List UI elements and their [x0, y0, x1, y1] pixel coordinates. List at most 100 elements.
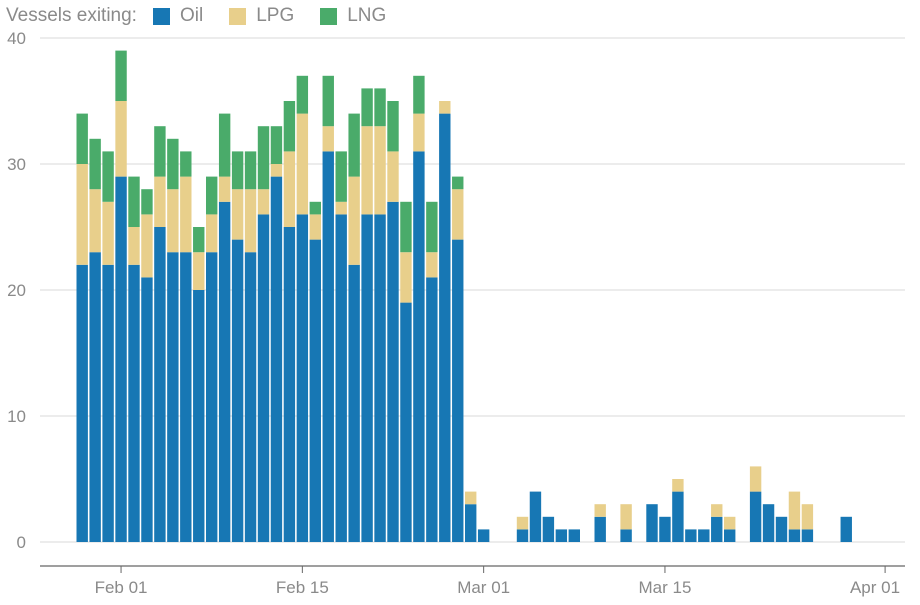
- bar-segment-lng: [102, 151, 114, 202]
- bar-segment-oil: [335, 214, 347, 542]
- y-tick-label: 10: [7, 407, 26, 426]
- bar-segment-lng: [154, 126, 166, 177]
- bar-segment-lpg: [283, 151, 296, 227]
- bar-segment-lng: [218, 113, 231, 177]
- bar-segment-lpg: [335, 201, 347, 215]
- legend-swatch-lng: [320, 7, 338, 25]
- bar-segment-lng: [413, 75, 425, 114]
- x-axis: Feb 01 Feb 15 Mar 01 Mar 15 Apr 01: [40, 565, 905, 597]
- bar-segment-oil: [141, 277, 153, 542]
- legend-label-lpg: LPG: [256, 5, 295, 26]
- bar-segment-oil: [361, 214, 373, 542]
- bar-segment-lpg: [374, 126, 386, 215]
- x-tick-label: Mar 15: [638, 578, 691, 597]
- bar-segment-oil: [698, 529, 710, 542]
- bar-segment-oil: [452, 239, 464, 542]
- bar-segment-lng: [335, 151, 347, 202]
- bar-segment-oil: [322, 151, 334, 542]
- bar-segment-lpg: [231, 189, 244, 240]
- bar-segment-oil: [115, 176, 127, 542]
- legend-swatch-oil: [152, 7, 170, 25]
- bar-segment-oil: [257, 214, 270, 542]
- bar-segment-lpg: [361, 126, 373, 215]
- legend-item-lpg: LPG: [229, 5, 294, 27]
- bar-segment-lpg: [801, 504, 814, 530]
- bar-segment-lng: [76, 113, 88, 164]
- bar-segment-oil: [788, 529, 801, 542]
- bar-segment-lng: [452, 176, 464, 190]
- bar-segment-lpg: [154, 176, 166, 227]
- bar-segment-oil: [244, 252, 257, 542]
- y-axis-ticks: 0 10 20 30 40: [7, 29, 26, 552]
- legend-label-lng: LNG: [347, 5, 387, 26]
- bar-segment-lpg: [413, 113, 425, 152]
- bar-segment-oil: [477, 529, 490, 542]
- y-tick-label: 40: [7, 29, 26, 48]
- bar-segment-oil: [439, 113, 451, 542]
- bar-segment-oil: [724, 529, 736, 542]
- bar-segment-oil: [516, 529, 529, 542]
- bar-segment-oil: [672, 491, 684, 542]
- x-tick-label: Apr 01: [850, 578, 900, 597]
- legend-title: Vessels exiting:: [6, 5, 137, 26]
- bar-segment-oil: [154, 227, 166, 542]
- bar-segment-lng: [400, 201, 412, 253]
- bar-segment-oil: [167, 252, 179, 542]
- bar-segment-lpg: [257, 189, 270, 215]
- bar-segment-oil: [400, 302, 412, 542]
- bar-segment-lng: [206, 176, 218, 215]
- bar-segment-lpg: [426, 252, 438, 278]
- bar-segment-oil: [762, 504, 775, 542]
- bar-segment-lpg: [788, 491, 801, 530]
- bar-segment-lpg: [244, 189, 257, 253]
- bar-segment-lpg: [711, 504, 723, 517]
- bar-segment-oil: [659, 516, 671, 542]
- bar-segment-lng: [270, 126, 283, 164]
- bar-segment-oil: [283, 227, 296, 542]
- bar-segment-lng: [167, 138, 179, 190]
- bar-segment-oil: [620, 529, 632, 542]
- bar-segment-lpg: [348, 176, 360, 265]
- legend-label-oil: Oil: [179, 5, 204, 26]
- bar-segment-oil: [193, 290, 205, 542]
- bar-segment-oil: [374, 214, 386, 542]
- bar-segment-oil: [840, 516, 852, 542]
- bar-segment-lpg: [270, 164, 283, 177]
- bar-segment-lpg: [76, 164, 88, 265]
- legend-item-lng: LNG: [320, 5, 386, 27]
- bar-segment-lng: [374, 88, 386, 127]
- legend: Vessels exiting: Oil LPG LNG: [6, 4, 412, 28]
- bar-segment-lpg: [296, 113, 309, 215]
- bar-segment-lng: [231, 151, 244, 190]
- bar-segment-oil: [89, 252, 101, 542]
- bar-segment-lpg: [594, 504, 606, 517]
- bar-segment-oil: [711, 516, 723, 542]
- bar-segment-oil: [801, 529, 814, 542]
- bar-segment-oil: [465, 504, 477, 542]
- bars: [76, 50, 852, 543]
- bar-segment-oil: [348, 264, 360, 542]
- bar-segment-lpg: [724, 516, 736, 530]
- bar-segment-lpg: [749, 466, 762, 492]
- y-tick-label: 30: [7, 155, 26, 174]
- bar-segment-lng: [322, 75, 334, 127]
- bar-segment-lng: [426, 201, 438, 253]
- bar-segment-lpg: [102, 201, 114, 265]
- bar-segment-lpg: [218, 176, 231, 202]
- bar-segment-lng: [128, 176, 140, 227]
- bar-segment-lpg: [465, 491, 477, 505]
- bar-segment-oil: [218, 201, 231, 543]
- bar-segment-lpg: [193, 252, 205, 290]
- bar-segment-lng: [361, 88, 373, 127]
- bar-segment-lng: [89, 138, 101, 190]
- bar-segment-oil: [594, 516, 606, 542]
- bar-segment-lpg: [115, 101, 127, 177]
- x-tick-label: Mar 01: [457, 578, 510, 597]
- bar-segment-oil: [646, 504, 658, 542]
- bar-segment-oil: [568, 529, 580, 542]
- bar-segment-lpg: [141, 214, 153, 278]
- bar-segment-oil: [555, 529, 568, 542]
- bar-segment-oil: [749, 491, 762, 542]
- bar-segment-oil: [128, 264, 140, 542]
